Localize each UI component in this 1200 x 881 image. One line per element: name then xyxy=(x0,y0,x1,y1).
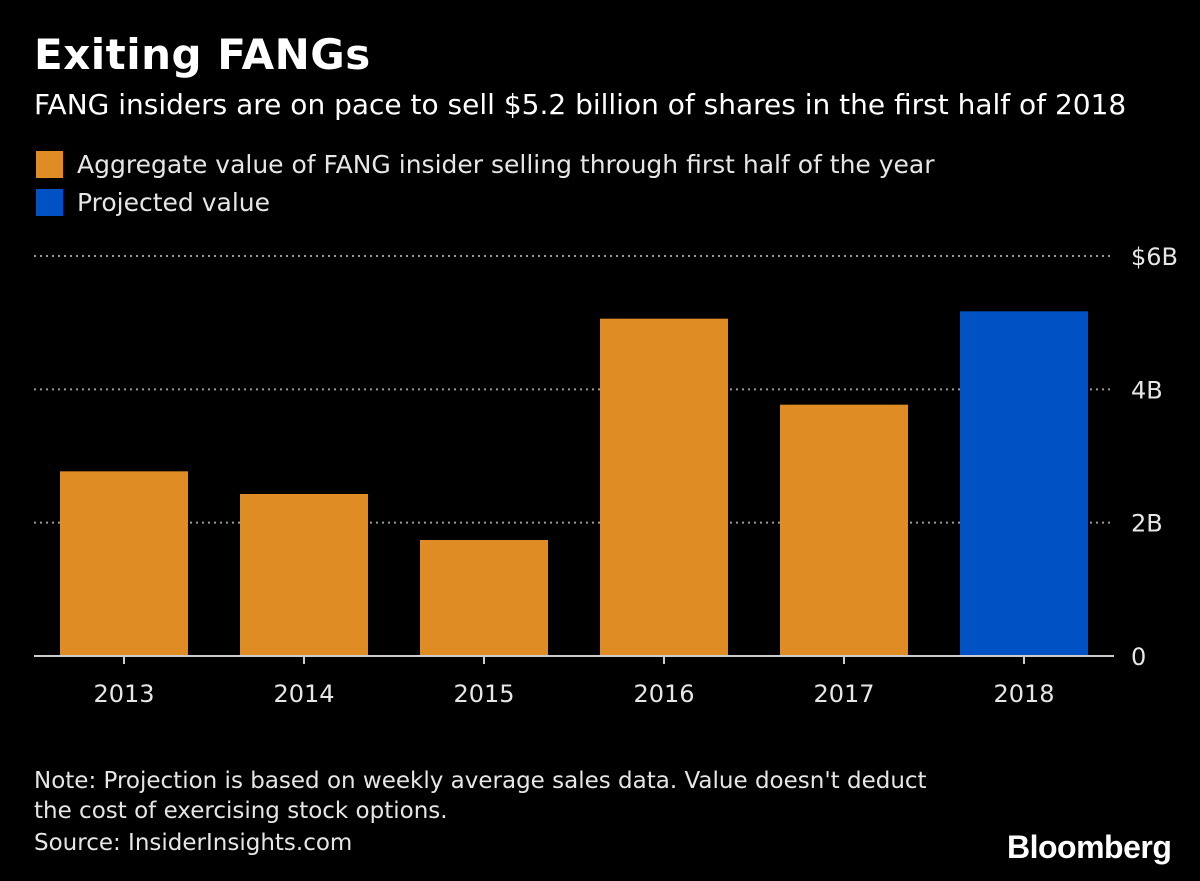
legend-item-aggregate: Aggregate value of FANG insider selling … xyxy=(36,145,935,183)
x-tick-label: 2013 xyxy=(93,680,154,708)
x-tick-label: 2016 xyxy=(633,680,694,708)
chart-title: Exiting FANGs xyxy=(34,30,371,79)
x-tick-label: 2018 xyxy=(993,680,1054,708)
legend: Aggregate value of FANG insider selling … xyxy=(36,145,935,221)
x-tick-label: 2015 xyxy=(453,680,514,708)
legend-label-aggregate: Aggregate value of FANG insider selling … xyxy=(77,149,935,179)
bloomberg-logo: Bloomberg xyxy=(1007,829,1172,865)
bar-2015 xyxy=(420,540,548,656)
legend-label-projected: Projected value xyxy=(77,187,271,217)
y-tick-label: 4B xyxy=(1131,376,1163,404)
chart-subtitle: FANG insiders are on pace to sell $5.2 b… xyxy=(34,88,1127,121)
bar-2016 xyxy=(600,318,728,656)
bar-2013 xyxy=(60,471,188,656)
bar-2014 xyxy=(240,494,368,656)
y-tick-label: $6B xyxy=(1131,243,1178,271)
legend-item-projected: Projected value xyxy=(36,183,935,221)
bar-2018 xyxy=(960,311,1088,656)
legend-swatch-aggregate xyxy=(36,150,63,178)
footnote: Note: Projection is based on weekly aver… xyxy=(34,768,927,824)
bar-2017 xyxy=(780,404,908,656)
legend-swatch-projected xyxy=(36,188,63,216)
x-tick-label: 2017 xyxy=(813,680,874,708)
source-line: Source: InsiderInsights.com xyxy=(34,830,353,856)
x-tick-label: 2014 xyxy=(273,680,334,708)
y-tick-label: 0 xyxy=(1131,643,1146,671)
y-tick-label: 2B xyxy=(1131,510,1163,538)
